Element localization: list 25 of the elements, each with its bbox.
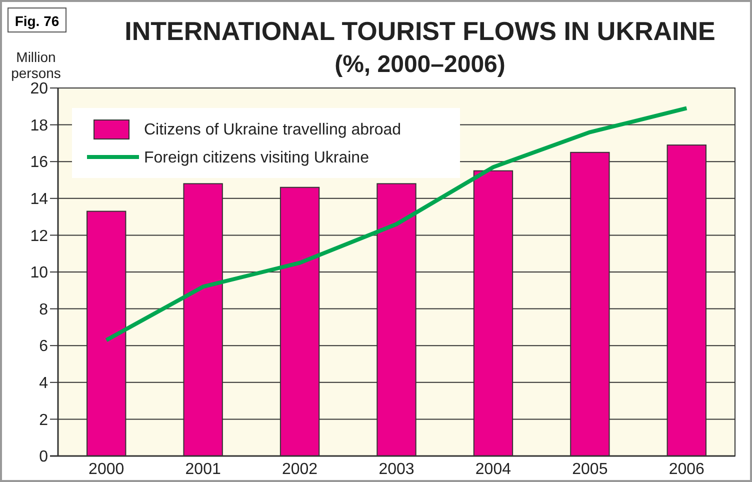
- caption: Fig. 76: [14, 13, 60, 29]
- y-tick-label: 6: [39, 338, 48, 356]
- line-series: [104, 106, 689, 342]
- y-tick-label: 10: [30, 264, 48, 282]
- chart-subtitle: (%, 2000–2006): [334, 51, 506, 78]
- x-tick-label: 2003: [378, 461, 414, 478]
- x-tick-label: 2001: [185, 461, 221, 478]
- legend-label: Citizens of Ukraine travelling abroad: [144, 122, 402, 139]
- y-tick-label: 14: [30, 191, 48, 208]
- y-tick-label: 4: [39, 375, 48, 392]
- x-tick-label: 2002: [282, 461, 318, 478]
- y-tick-label: 0: [39, 448, 48, 466]
- y-tick-label: 2: [39, 412, 48, 429]
- chart-title: INTERNATIONAL TOURIST FLOWS IN UKRAINE: [124, 16, 716, 46]
- y-axis-title: Million persons: [11, 49, 61, 81]
- y-tick-label: 16: [30, 154, 48, 172]
- legend-label: Foreign citizens visiting Ukraine: [144, 150, 370, 167]
- y-tick-label: 12: [30, 228, 48, 245]
- x-tick-label: 2006: [668, 461, 705, 478]
- x-tick-label: 2004: [475, 461, 512, 478]
- y-tick-label: 18: [30, 117, 48, 134]
- x-tick-label: 2000: [88, 461, 124, 478]
- y-tick-label: 8: [39, 301, 48, 318]
- x-tick-label: 2005: [572, 461, 608, 478]
- y-tick-label: 20: [30, 80, 48, 98]
